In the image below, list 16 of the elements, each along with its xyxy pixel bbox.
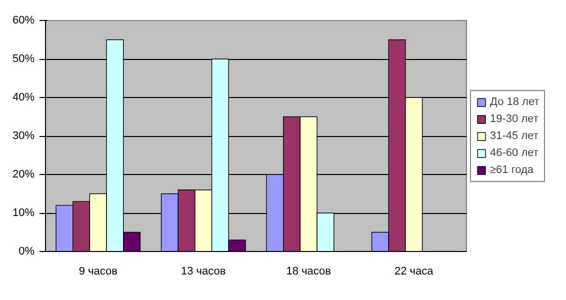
y-tick-label: 10% <box>12 207 35 219</box>
legend-label: 31-45 лет <box>490 130 538 142</box>
x-tick-label: 13 часов <box>181 266 226 278</box>
y-tick-label: 0% <box>18 246 35 258</box>
legend-label: 19-30 лет <box>490 112 538 124</box>
x-tick-label: 22 часа <box>394 266 434 278</box>
y-tick-label: 20% <box>12 168 35 180</box>
legend-label: До 18 лет <box>490 96 540 108</box>
x-tick-label: 18 часов <box>286 266 332 278</box>
x-tick-label: 9 часов <box>78 266 118 278</box>
y-tick-label: 30% <box>12 130 35 142</box>
legend-label: ≥61 года <box>490 164 534 176</box>
y-tick-label: 60% <box>12 14 35 26</box>
y-tick-label: 50% <box>12 53 35 65</box>
y-tick-label: 40% <box>12 92 35 104</box>
legend-label: 46-60 лет <box>490 146 538 158</box>
